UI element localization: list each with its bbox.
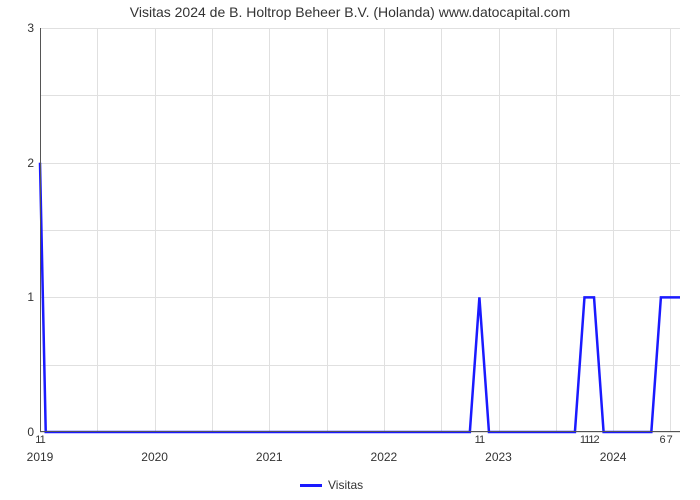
plot-area: 0123 111111126 7201920202021202220232024	[40, 28, 680, 432]
legend-label: Visitas	[328, 478, 363, 492]
chart-container: { "chart": { "type": "line", "title": "V…	[0, 0, 700, 500]
x-tick-minor-label: 11	[475, 432, 484, 446]
x-tick-minor-label: 6 7	[660, 432, 672, 446]
x-tick-minor-label: 1112	[580, 432, 599, 446]
y-tick-label: 2	[27, 156, 40, 170]
x-tick-year-label: 2019	[27, 432, 54, 464]
x-tick-year-label: 2020	[141, 432, 168, 464]
x-tick-year-label: 2022	[371, 432, 398, 464]
plot-border	[40, 28, 680, 432]
legend: Visitas	[300, 478, 363, 492]
x-tick-year-label: 2024	[600, 432, 627, 464]
legend-swatch-visitas	[300, 484, 322, 487]
x-tick-year-label: 2021	[256, 432, 283, 464]
y-tick-label: 1	[27, 290, 40, 304]
x-tick-year-label: 2023	[485, 432, 512, 464]
chart-title: Visitas 2024 de B. Holtrop Beheer B.V. (…	[0, 4, 700, 20]
y-tick-label: 3	[27, 21, 40, 35]
